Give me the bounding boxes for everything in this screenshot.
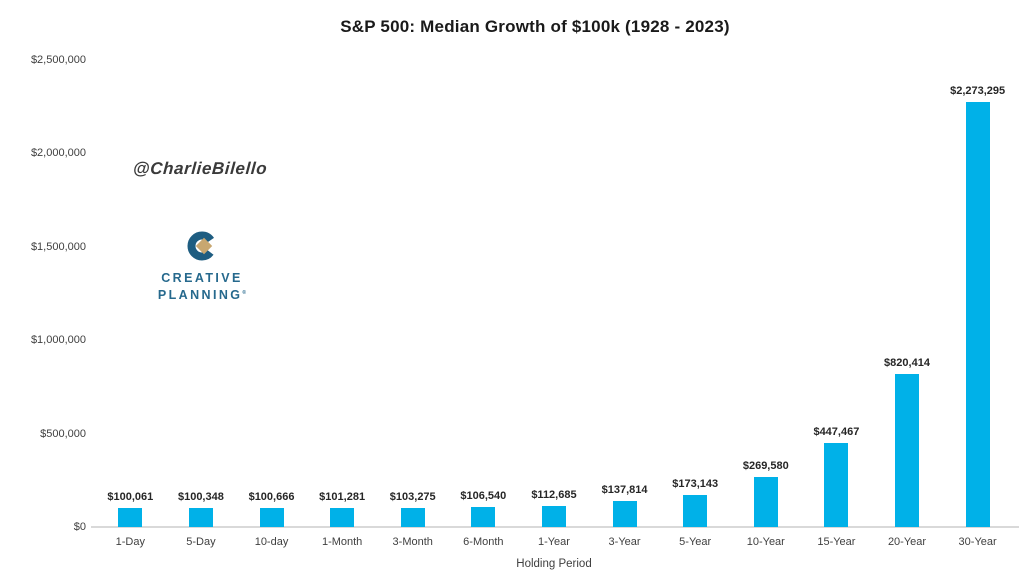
bar xyxy=(824,443,849,527)
x-tick-label: 30-Year xyxy=(958,536,997,548)
y-tick-label: $500,000 xyxy=(40,427,86,440)
y-tick-label: $1,000,000 xyxy=(30,334,86,347)
bar-value-label: $173,143 xyxy=(672,477,719,490)
bar-column: $100,061 1-Day xyxy=(95,60,166,548)
logo-text-creative: CREATIVE xyxy=(161,271,243,285)
x-tick-label: 3-Year xyxy=(608,536,641,548)
bar-value-label: $112,685 xyxy=(531,488,577,501)
bar-column: $137,814 3-Year xyxy=(589,60,660,548)
y-tick-label: $2,500,000 xyxy=(30,54,86,66)
bar-column: $269,580 10-Year xyxy=(730,60,801,548)
bar-value-label: $100,666 xyxy=(248,491,295,504)
bar-value-label: $103,275 xyxy=(389,490,436,503)
x-axis-title: Holding Period xyxy=(516,558,592,570)
bar-value-label: $100,348 xyxy=(177,491,224,504)
bar-column: $106,540 6-Month xyxy=(448,60,519,548)
bar xyxy=(612,501,637,527)
x-tick-label: 5-Year xyxy=(679,536,712,548)
bar-column: $112,685 1-Year xyxy=(519,60,590,548)
bar-column: $820,414 20-Year xyxy=(872,60,943,548)
bar-value-label: $269,580 xyxy=(742,459,789,472)
bar-value-label: $2,273,295 xyxy=(950,85,1006,98)
bar xyxy=(965,102,990,527)
bar-column: $101,281 1-Month xyxy=(307,60,378,548)
bar-value-label: $447,467 xyxy=(813,426,860,439)
bar xyxy=(753,476,778,527)
bar xyxy=(118,508,143,527)
bar xyxy=(259,508,284,527)
y-axis: $2,500,000 $2,000,000 $1,500,000 $1,000,000… xyxy=(0,54,86,533)
logo-text-planning: PLANNING® xyxy=(157,288,247,303)
bar xyxy=(188,508,213,527)
x-tick-label: 6-Month xyxy=(463,536,504,548)
x-tick-label: 10-day xyxy=(254,536,289,548)
bar-column: $173,143 5-Year xyxy=(660,60,731,548)
x-tick-label: 1-Month xyxy=(321,536,363,548)
logo-trademark: ® xyxy=(242,290,247,296)
bar-column: $103,275 3-Month xyxy=(377,60,448,548)
x-tick-label: 10-Year xyxy=(746,536,785,548)
bar xyxy=(330,508,355,527)
bar xyxy=(683,494,708,527)
y-tick-label: $1,500,000 xyxy=(30,240,86,253)
x-axis-line xyxy=(91,526,1019,528)
bar xyxy=(400,507,425,527)
bar-value-label: $820,414 xyxy=(884,356,930,369)
x-tick-label: 1-Day xyxy=(115,536,145,548)
bar xyxy=(895,373,919,527)
bar xyxy=(471,507,496,527)
bar-column: $447,467 15-Year xyxy=(801,60,872,548)
bar-value-label: $137,814 xyxy=(601,484,648,497)
creative-planning-logo: CREATIVE PLANNING® xyxy=(148,229,256,303)
bar-column: $100,348 5-Day xyxy=(166,60,237,548)
logo-c-ring xyxy=(187,231,217,261)
bars-container: $100,061 1-Day $100,348 5-Day $100,666 10-day… xyxy=(95,60,1013,548)
bar-value-label: $100,061 xyxy=(107,491,154,504)
x-tick-label: 1-Year xyxy=(537,536,570,548)
bar-column: $2,273,295 30-Year xyxy=(942,60,1013,548)
plot-area: $2,500,000 $2,000,000 $1,500,000 $1,000,000… xyxy=(31,54,1019,548)
y-tick-label: $2,000,000 xyxy=(30,147,86,160)
bar xyxy=(541,505,566,527)
x-tick-label: 15-Year xyxy=(817,536,856,548)
y-tick-label: $0 xyxy=(73,521,86,533)
x-tick-label: 20-Year xyxy=(887,536,927,548)
creative-planning-logo-icon xyxy=(187,231,217,261)
bar-value-label: $106,540 xyxy=(460,490,507,503)
chart-title: S&P 500: Median Growth of $100k (1928 - … xyxy=(340,17,730,36)
bar-value-label: $101,281 xyxy=(319,491,366,504)
x-tick-label: 3-Month xyxy=(392,536,433,548)
bar-column: $100,666 10-day xyxy=(236,60,307,548)
x-tick-label: 5-Day xyxy=(186,536,216,548)
